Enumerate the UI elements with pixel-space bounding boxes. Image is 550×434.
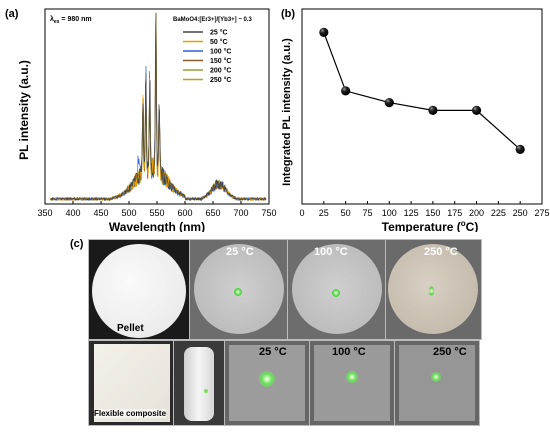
x-tick-label: 25 bbox=[319, 208, 329, 218]
flexible-composite-photo: Flexible composite bbox=[88, 340, 174, 426]
spectrum-line-50C bbox=[50, 12, 267, 202]
pellet-25c-photo: 25 °C bbox=[189, 239, 288, 340]
panel-b-y-axis-label: Integrated PL intensity (a.u.) bbox=[281, 38, 293, 186]
pellet-250c-photo: 250 °C bbox=[385, 239, 482, 340]
x-tick-label: 650 bbox=[205, 208, 220, 218]
pellet-disc bbox=[92, 244, 186, 338]
legend-label: 100 °C bbox=[210, 48, 231, 56]
panel-b-x-axis-label: Temperature (oC) bbox=[382, 219, 479, 232]
legend-label: 25 °C bbox=[210, 29, 228, 37]
legend-label: 250 °C bbox=[210, 76, 231, 84]
pellet-label: Pellet bbox=[117, 323, 144, 334]
data-point bbox=[471, 105, 482, 115]
x-tick-label: 600 bbox=[177, 208, 192, 218]
composite-sheet-100c bbox=[314, 345, 390, 421]
x-tick-label: 750 bbox=[261, 208, 276, 218]
x-tick-label: 200 bbox=[469, 208, 484, 218]
x-tick-label: 450 bbox=[93, 208, 108, 218]
x-tick-label: 125 bbox=[404, 208, 419, 218]
panel-a-y-axis-label: PL intensity (a.u.) bbox=[17, 60, 31, 160]
green-emission-spot bbox=[332, 289, 340, 297]
x-tick-label: 0 bbox=[299, 208, 304, 218]
green-emission-spot bbox=[429, 286, 434, 296]
trend-line bbox=[323, 32, 521, 150]
green-emission-spot bbox=[204, 389, 208, 393]
data-point bbox=[384, 98, 394, 108]
composite-sheet-250c bbox=[399, 345, 475, 421]
green-emission-spot bbox=[431, 372, 441, 382]
green-emission-spot bbox=[234, 288, 242, 296]
x-tick-label: 175 bbox=[447, 208, 462, 218]
x-tick-label: 400 bbox=[65, 208, 80, 218]
data-point bbox=[515, 144, 525, 154]
x-tick-label: 150 bbox=[425, 208, 440, 218]
x-tick-label: 225 bbox=[491, 208, 506, 218]
panel-a-x-axis-label: Wavelength (nm) bbox=[109, 220, 205, 232]
composite-100c-photo: 100 °C bbox=[309, 340, 395, 426]
legend-label: 150 °C bbox=[210, 57, 231, 65]
flexible-composite-label: Flexible composite bbox=[94, 409, 167, 418]
x-tick-label: 50 bbox=[341, 208, 351, 218]
pellet-100c-photo: 100 °C bbox=[287, 239, 386, 340]
panel-b-frame bbox=[301, 8, 543, 205]
panel-b-series bbox=[319, 27, 525, 154]
excitation-label: λex = 980 nm bbox=[50, 15, 92, 25]
panel-a-x-ticks: 350 400 450 500 550 600 650 700 750 bbox=[37, 201, 277, 218]
temp-label-100c: 100 °C bbox=[314, 246, 348, 258]
x-tick-label: 100 bbox=[382, 208, 397, 218]
pellet-photo: Pellet bbox=[88, 239, 190, 340]
temp-label-25c-flex: 25 °C bbox=[259, 346, 287, 358]
x-tick-label: 275 bbox=[534, 208, 549, 218]
legend-label: 200 °C bbox=[210, 67, 231, 75]
temp-label-250c-flex: 250 °C bbox=[433, 346, 467, 358]
x-tick-label: 250 bbox=[513, 208, 528, 218]
panel-c-tag: (c) bbox=[70, 238, 84, 250]
x-tick-label: 500 bbox=[121, 208, 136, 218]
x-tick-label: 350 bbox=[37, 208, 52, 218]
panel-a-chart: 350 400 450 500 550 600 650 700 750 (a) λex = 98… bbox=[5, 8, 277, 232]
temp-label-100c-flex: 100 °C bbox=[332, 346, 366, 358]
x-tick-label: 75 bbox=[362, 208, 372, 218]
legend-label: 50 °C bbox=[210, 38, 228, 46]
data-point bbox=[319, 27, 329, 37]
temp-label-250c: 250 °C bbox=[424, 246, 458, 258]
temp-label-25c: 25 °C bbox=[226, 246, 254, 258]
green-emission-spot bbox=[346, 371, 358, 383]
green-emission-spot bbox=[259, 371, 275, 387]
data-point bbox=[428, 105, 438, 115]
rolled-composite-photo bbox=[173, 340, 225, 426]
sample-composition-label: BaMoO4:[Er3+]/[Yb3+] ~ 0.3 bbox=[173, 17, 253, 23]
rolled-composite bbox=[184, 347, 214, 421]
composite-25c-photo: 25 °C bbox=[224, 340, 310, 426]
composite-250c-photo: 250 °C bbox=[394, 340, 480, 426]
panel-a-tag: (a) bbox=[5, 8, 19, 20]
spectrum-line-25C bbox=[50, 12, 267, 202]
x-tick-label: 700 bbox=[233, 208, 248, 218]
panel-a-series bbox=[50, 12, 267, 202]
x-tick-label: 550 bbox=[149, 208, 164, 218]
data-point bbox=[341, 86, 351, 96]
panel-b-x-ticks: 0 25 50 75 100 125 150 175 200 225 250 275 bbox=[299, 201, 550, 218]
panel-b-tag: (b) bbox=[281, 8, 295, 20]
panel-b-chart: 0 25 50 75 100 125 150 175 200 225 250 275 (b) Temp… bbox=[281, 8, 550, 232]
